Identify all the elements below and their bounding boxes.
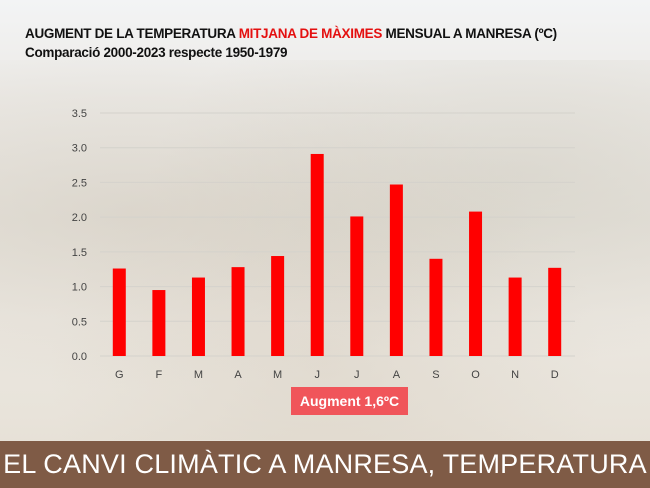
chart-subtitle: Comparació 2000-2023 respecte 1950-1979 (25, 45, 288, 60)
x-tick-label: M (194, 369, 203, 381)
y-tick-label: 1.5 (72, 247, 87, 259)
bar (350, 216, 364, 356)
x-tick-label: S (432, 369, 439, 381)
x-tick-label: D (551, 369, 559, 381)
x-tick-label: G (115, 369, 124, 381)
y-tick-label: 1.0 (72, 282, 87, 294)
bar (429, 258, 443, 356)
background-photo (0, 60, 650, 440)
bar (389, 184, 403, 356)
x-tick-label: N (511, 369, 519, 381)
bar (152, 290, 166, 356)
x-tick-label: F (156, 369, 163, 381)
y-tick-label: 0.0 (72, 351, 87, 363)
footer-banner: EL CANVI CLIMÀTIC A MANRESA, TEMPERATURA (0, 441, 650, 488)
title-highlight: MITJANA DE MÀXIMES (238, 26, 383, 41)
bar (310, 153, 324, 356)
x-tick-label: A (393, 369, 401, 381)
y-tick-label: 3.5 (72, 108, 87, 120)
y-tick-label: 2.0 (72, 212, 87, 224)
title-part: MENSUAL A MANRESA (ºC) (382, 26, 558, 41)
x-tick-label: O (471, 369, 480, 381)
x-tick-label: M (273, 369, 282, 381)
bar (271, 256, 285, 356)
title-part: AUGMENT DE LA TEMPERATURA (25, 26, 239, 41)
bar (112, 268, 126, 356)
bar (508, 277, 522, 356)
x-tick-label: A (234, 369, 242, 381)
bar (191, 277, 205, 356)
bar-chart: 0.0 0.5 1.0 1.5 2.0 2.5 3.0 3.5 G F M A M J J A S O N D (72, 108, 575, 381)
chart-title: AUGMENT DE LA TEMPERATURA MITJANA DE MÀX… (25, 26, 557, 41)
y-tick-label: 2.5 (72, 177, 87, 189)
bar (469, 211, 483, 356)
x-tick-label: J (314, 369, 320, 381)
y-tick-label: 0.5 (72, 316, 87, 328)
increase-annotation: Augment 1,6ºC (291, 387, 408, 415)
bar (231, 267, 245, 356)
y-tick-label: 3.0 (72, 143, 87, 155)
x-tick-label: J (354, 369, 360, 381)
bar (548, 267, 562, 356)
